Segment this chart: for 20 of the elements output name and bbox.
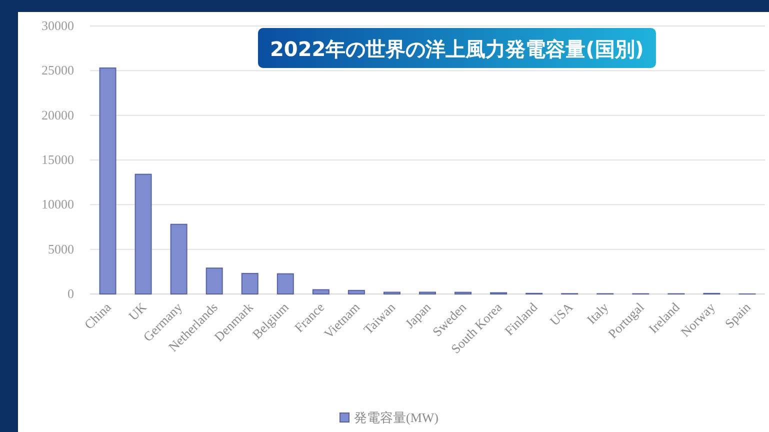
bar	[170, 224, 188, 294]
y-tick-label: 20000	[42, 107, 74, 122]
y-tick-label: 30000	[42, 18, 74, 33]
x-tick-label: USA	[546, 299, 576, 329]
bar	[134, 174, 152, 294]
bar	[99, 67, 116, 294]
bar	[276, 273, 294, 294]
x-tick-label: UK	[126, 299, 150, 324]
y-tick-label: 0	[68, 286, 74, 301]
bar	[241, 272, 258, 294]
y-tick-label: 5000	[48, 241, 74, 256]
text: 2022年の世界の洋上風力発電容量(国別)	[270, 37, 644, 61]
y-tick-label: 15000	[42, 152, 74, 167]
y-tick-label: 10000	[42, 196, 74, 212]
y-tick-label: 25000	[42, 62, 74, 78]
x-tick-label: Italy	[584, 299, 612, 327]
bar	[312, 289, 330, 294]
bar	[348, 290, 365, 294]
legend-label: 発電容量(MW)	[354, 410, 438, 425]
bar	[206, 268, 223, 294]
